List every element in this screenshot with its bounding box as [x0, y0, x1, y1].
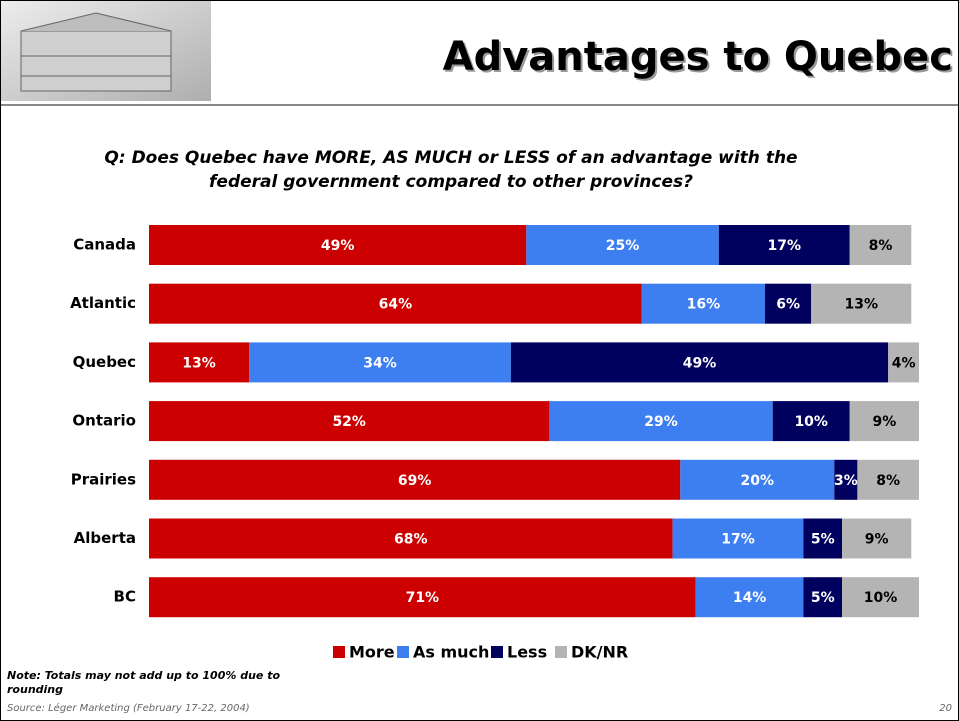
page-number: 20 [939, 703, 952, 714]
value-label: 13% [182, 355, 216, 371]
category-label: BC [114, 588, 136, 606]
category-label: Ontario [72, 412, 136, 430]
value-label: 71% [406, 590, 440, 606]
value-label: 9% [865, 532, 889, 548]
source: Source: Léger Marketing (February 17-22,… [7, 703, 250, 714]
question: Q: Does Quebec have MORE, AS MUCH or LES… [91, 146, 811, 194]
note: Note: Totals may not add up to 100% due … [7, 669, 307, 697]
value-label: 17% [767, 238, 801, 254]
legend-swatch [491, 646, 503, 658]
value-label: 49% [321, 238, 355, 254]
value-label: 5% [811, 590, 835, 606]
value-label: 49% [683, 355, 717, 371]
value-label: 17% [721, 532, 755, 548]
slide: Advantages to Quebec Advantages to Quebe… [0, 0, 959, 721]
value-label: 9% [872, 414, 896, 430]
legend-label: DK/NR [571, 643, 628, 662]
legend-label: As much [413, 643, 489, 662]
value-label: 64% [379, 297, 413, 313]
legend-swatch [555, 646, 567, 658]
category-label: Atlantic [70, 294, 136, 312]
legend-label: More [349, 643, 395, 662]
value-label: 68% [394, 532, 428, 548]
chart: Advantages to Quebec Advantages to Quebe… [1, 1, 958, 720]
category-label: Alberta [74, 529, 136, 547]
legend-swatch [333, 646, 345, 658]
value-label: 10% [794, 414, 828, 430]
value-label: 4% [892, 355, 916, 371]
chart-title: Advantages to Quebec [443, 34, 953, 80]
value-label: 25% [606, 238, 640, 254]
legend-swatch [397, 646, 409, 658]
value-label: 52% [332, 414, 366, 430]
category-label: Quebec [73, 353, 136, 371]
category-label: Prairies [71, 470, 136, 488]
value-label: 3% [834, 473, 858, 489]
value-label: 8% [876, 473, 900, 489]
value-label: 10% [864, 590, 898, 606]
value-label: 34% [363, 355, 397, 371]
value-label: 13% [844, 297, 878, 313]
value-label: 5% [811, 532, 835, 548]
value-label: 69% [398, 473, 432, 489]
value-label: 6% [776, 297, 800, 313]
legend-label: Less [507, 643, 547, 662]
value-label: 20% [741, 473, 775, 489]
value-label: 14% [733, 590, 767, 606]
value-label: 8% [869, 238, 893, 254]
value-label: 16% [687, 297, 721, 313]
value-label: 29% [644, 414, 678, 430]
category-label: Canada [73, 236, 136, 254]
